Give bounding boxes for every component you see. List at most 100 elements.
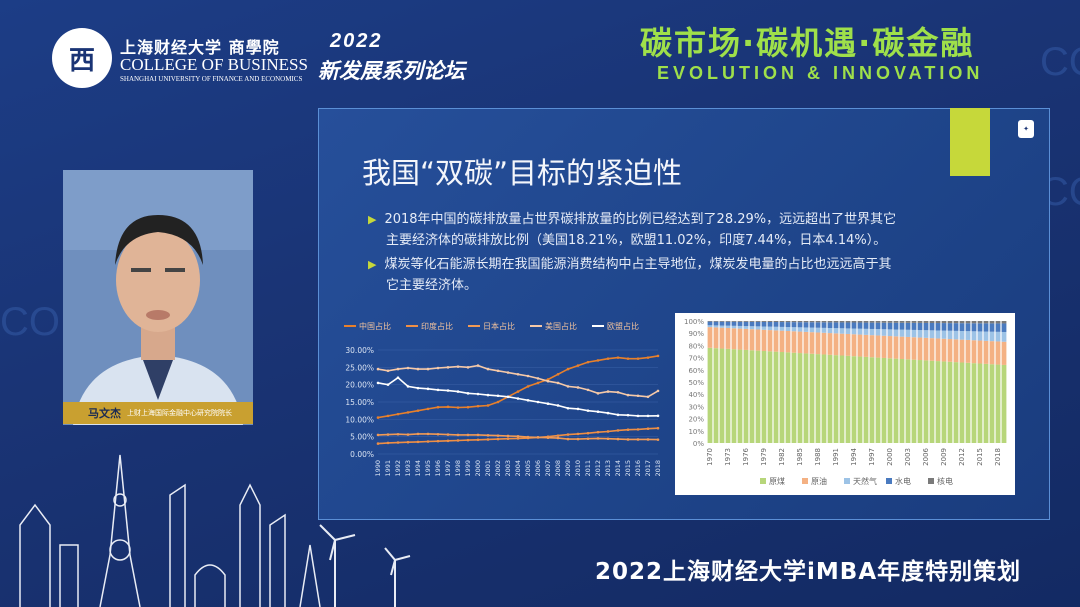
data-point xyxy=(646,438,650,441)
data-point xyxy=(376,381,380,385)
data-point xyxy=(406,440,410,444)
bar-segment xyxy=(779,330,785,353)
slide-accent-bar xyxy=(950,108,990,176)
bar-segment xyxy=(833,321,839,323)
data-point xyxy=(636,357,640,360)
bar-segment xyxy=(947,339,953,362)
bar-segment xyxy=(893,322,899,330)
data-point xyxy=(396,441,400,444)
x-tick-label: 1988 xyxy=(814,448,822,466)
bar-segment xyxy=(971,321,977,324)
x-tick-label: 1999 xyxy=(464,460,472,477)
legend-label: 核电 xyxy=(937,476,953,486)
data-point xyxy=(596,437,600,440)
data-point xyxy=(596,430,600,434)
x-tick-label: 2012 xyxy=(594,460,602,477)
energy-mix-bar-chart: 0% 10% 20% 30% 40% 50% 60% 70% 80% 90% 100% 1970 197… xyxy=(675,313,1015,495)
bar-segment xyxy=(887,358,893,443)
bullet-2-line-2: 它主要经济体。 xyxy=(386,278,478,293)
bar-segment xyxy=(845,328,851,334)
data-point xyxy=(586,437,590,441)
bar-segment xyxy=(707,325,713,328)
x-tick-label: 1998 xyxy=(454,460,462,477)
data-point xyxy=(396,412,400,416)
bar-segment xyxy=(953,330,959,340)
bar-segment xyxy=(767,321,773,322)
data-point xyxy=(376,433,380,437)
bar-segment xyxy=(1001,341,1007,365)
speaker-video xyxy=(63,170,253,425)
bar-segment xyxy=(845,333,851,356)
city-skyline-illustration xyxy=(19,454,321,607)
data-point xyxy=(426,407,430,411)
x-tick-label: 2012 xyxy=(958,448,966,466)
legend-label: 印度占比 xyxy=(421,321,453,331)
bar-segment xyxy=(917,360,923,443)
x-tick-label: 2000 xyxy=(886,448,894,466)
bar-segment xyxy=(947,321,953,324)
bar-segment xyxy=(749,321,755,322)
bar-segment xyxy=(869,328,875,336)
bar-segment xyxy=(737,325,743,329)
x-tick-label: 2008 xyxy=(554,460,562,477)
data-point xyxy=(536,436,540,439)
data-point xyxy=(376,442,380,445)
logo-glyph: 西 xyxy=(68,45,95,76)
data-point xyxy=(546,379,550,383)
bar-segment xyxy=(911,321,917,323)
data-point xyxy=(446,405,450,409)
x-tick-label: 1996 xyxy=(434,460,442,477)
x-tick-label: 2001 xyxy=(484,460,492,477)
bar-segment xyxy=(965,331,971,340)
data-point xyxy=(426,387,430,391)
emission-share-line-chart: 中国占比 印度占比 日本占比 美国占比 欧盟占比 0.00% 5.00% 10.00% 15.0… xyxy=(344,321,662,477)
data-point xyxy=(626,357,630,360)
bar-segment xyxy=(989,364,995,443)
bar-segment xyxy=(839,322,845,329)
bar-segment xyxy=(797,327,803,332)
bar-segment xyxy=(719,327,725,349)
bar-segment xyxy=(857,321,863,323)
bar-segment xyxy=(929,322,935,331)
bar-segment xyxy=(761,329,767,351)
bar-segment xyxy=(827,354,833,443)
bar-segment xyxy=(887,329,893,337)
school-name-cn: 上海财经大学 商學院 xyxy=(120,38,280,57)
bar-segment xyxy=(761,350,767,443)
bar-segment xyxy=(935,323,941,331)
data-point xyxy=(476,433,480,437)
data-point xyxy=(416,367,420,371)
data-point xyxy=(386,369,390,373)
bar-segment xyxy=(845,322,851,329)
y-tick-label: 0% xyxy=(693,440,704,448)
bar-segment xyxy=(917,330,923,338)
bullet-marker-icon: ▶ xyxy=(368,258,377,271)
bar-segment xyxy=(965,323,971,332)
bar-segment xyxy=(1001,323,1007,332)
data-point xyxy=(606,430,610,433)
data-point xyxy=(636,394,640,398)
legend-label: 中国占比 xyxy=(359,321,391,331)
data-point xyxy=(476,438,480,442)
bar-segment xyxy=(803,327,809,332)
bar-segment xyxy=(875,335,881,358)
bar-segment xyxy=(923,322,929,331)
bar-segment xyxy=(965,362,971,443)
bar-segment xyxy=(881,335,887,358)
bar-segment xyxy=(935,330,941,339)
legend-swatch xyxy=(886,478,892,484)
data-point xyxy=(596,392,600,395)
data-point xyxy=(516,437,520,440)
bar-segment xyxy=(941,361,947,443)
bar-segment xyxy=(821,322,827,328)
bar-segment xyxy=(755,321,761,327)
bar-segment xyxy=(791,327,797,332)
bar-segment xyxy=(977,331,983,341)
data-point xyxy=(506,437,510,441)
data-point xyxy=(586,431,590,435)
data-point xyxy=(576,432,580,436)
data-point xyxy=(456,406,460,409)
data-point xyxy=(576,407,580,411)
bar-segment xyxy=(887,321,893,323)
bar-segment xyxy=(845,355,851,443)
